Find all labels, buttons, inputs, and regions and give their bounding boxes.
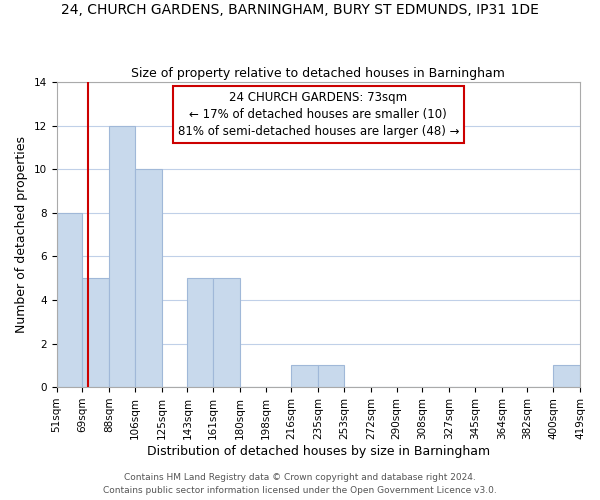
Bar <box>318 366 344 387</box>
Bar <box>109 126 135 387</box>
Bar <box>213 278 240 387</box>
Y-axis label: Number of detached properties: Number of detached properties <box>15 136 28 333</box>
Bar <box>56 213 82 387</box>
Title: Size of property relative to detached houses in Barningham: Size of property relative to detached ho… <box>131 66 505 80</box>
Bar <box>553 366 580 387</box>
Text: Contains HM Land Registry data © Crown copyright and database right 2024.
Contai: Contains HM Land Registry data © Crown c… <box>103 474 497 495</box>
Text: 24, CHURCH GARDENS, BARNINGHAM, BURY ST EDMUNDS, IP31 1DE: 24, CHURCH GARDENS, BARNINGHAM, BURY ST … <box>61 2 539 16</box>
Bar <box>187 278 213 387</box>
Text: 24 CHURCH GARDENS: 73sqm
← 17% of detached houses are smaller (10)
81% of semi-d: 24 CHURCH GARDENS: 73sqm ← 17% of detach… <box>178 91 459 138</box>
X-axis label: Distribution of detached houses by size in Barningham: Distribution of detached houses by size … <box>147 444 490 458</box>
Bar <box>291 366 318 387</box>
Bar <box>135 169 162 387</box>
Bar <box>82 278 109 387</box>
